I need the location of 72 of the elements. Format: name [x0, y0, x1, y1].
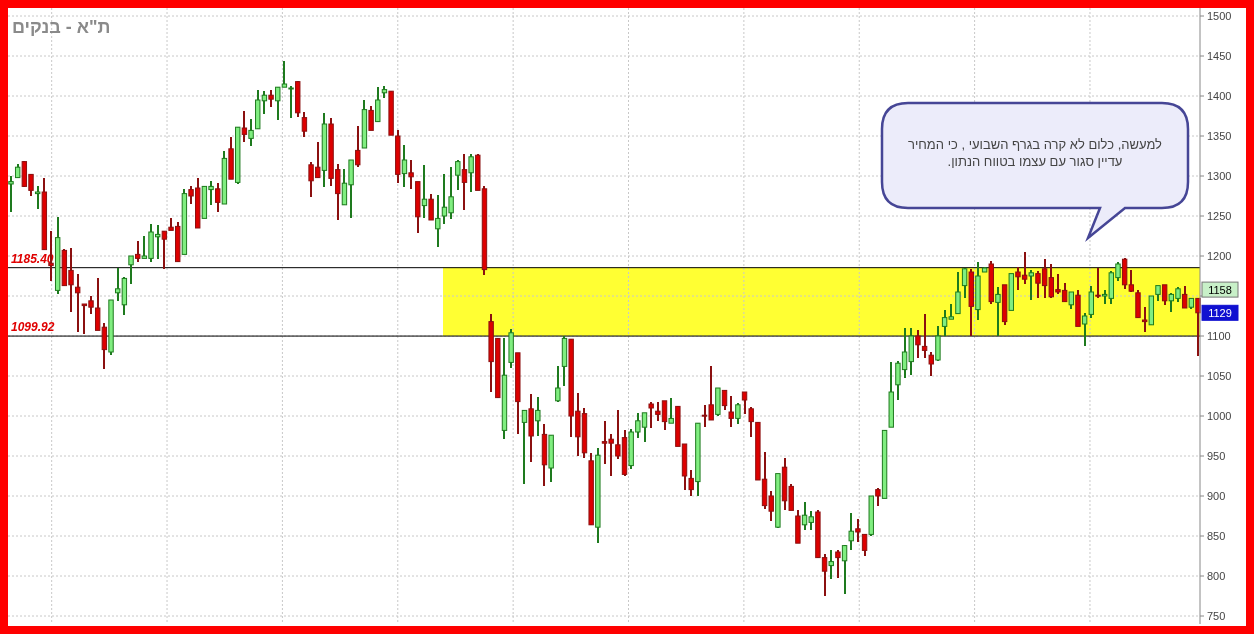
candlestick	[648, 401, 654, 429]
candlestick	[841, 544, 848, 595]
annotation: למעשה, כלום לא קרה בגרף השבועי , כי המחיר עדיין סגור עם עצמו בטווח הנתון.	[907, 136, 1163, 170]
y-tick-label: 1100	[1207, 330, 1231, 342]
candlestick	[835, 549, 841, 579]
candlestick	[688, 469, 694, 497]
candlestick	[74, 273, 81, 333]
y-tick-label: 1500	[1207, 10, 1232, 22]
y-tick-label: 900	[1207, 490, 1226, 502]
y-tick-label: 750	[1207, 610, 1226, 622]
y-tick-label: 1000	[1207, 410, 1232, 422]
candlestick	[368, 105, 374, 131]
candlestick	[34, 185, 41, 210]
candlestick	[408, 159, 414, 190]
candlestick	[1028, 269, 1034, 301]
candlestick	[555, 365, 561, 403]
candlestick	[1181, 285, 1188, 309]
y-tick-label: 1300	[1207, 170, 1232, 182]
candlestick	[468, 153, 474, 193]
candlestick	[735, 402, 741, 425]
candlestick	[995, 286, 1001, 337]
candlestick	[1141, 306, 1148, 333]
candlestick	[461, 153, 468, 211]
candlestick	[355, 125, 361, 168]
candlestick	[721, 389, 728, 411]
candlestick	[1081, 312, 1088, 347]
y-tick-label: 1350	[1207, 130, 1232, 142]
candlestick	[741, 391, 748, 415]
annotation: 1129	[1208, 306, 1232, 319]
candlestick	[848, 512, 854, 551]
candlestick	[301, 111, 308, 138]
y-tick-label: 1250	[1207, 210, 1232, 222]
candlestick	[828, 549, 834, 580]
candlestick	[928, 351, 934, 377]
candlestick	[128, 255, 134, 285]
candlestick	[375, 86, 381, 123]
y-tick-label: 850	[1207, 530, 1226, 542]
candlestick	[955, 271, 961, 315]
text: ת"א - בנקים	[12, 17, 111, 38]
y-tick-label: 1450	[1207, 50, 1232, 62]
candlestick	[241, 110, 248, 143]
candlestick	[1088, 285, 1094, 319]
candlestick	[248, 118, 254, 147]
candlestick	[855, 518, 861, 543]
candlestick	[435, 194, 441, 248]
y-tick-label: 950	[1207, 450, 1226, 462]
candlestick	[428, 193, 434, 221]
candlestick	[421, 164, 428, 219]
annotation: 1158	[1208, 283, 1232, 296]
candlestick	[861, 533, 868, 557]
candlestick	[135, 240, 141, 263]
y-tick-label: 1050	[1207, 370, 1232, 382]
candlestick	[455, 159, 461, 191]
candlestick	[401, 144, 408, 188]
candlestick	[1161, 284, 1168, 306]
candlestick	[961, 267, 968, 299]
y-tick-label: 1200	[1207, 250, 1232, 262]
candlestick	[521, 409, 528, 485]
y-tick-label: 800	[1207, 570, 1226, 582]
candlestick	[161, 230, 168, 270]
candlestick	[668, 397, 674, 424]
candlestick	[915, 329, 921, 359]
candlestick	[1095, 267, 1101, 299]
candlestick	[8, 175, 14, 213]
candlestick	[748, 406, 754, 438]
candlestick	[728, 395, 734, 428]
candlestick	[921, 313, 928, 359]
candlestick	[215, 182, 221, 213]
candlestick	[935, 325, 941, 362]
ref-line-label: 1099.92	[11, 320, 55, 335]
candlestick	[535, 396, 541, 437]
y-tick-label: 1400	[1207, 90, 1232, 102]
